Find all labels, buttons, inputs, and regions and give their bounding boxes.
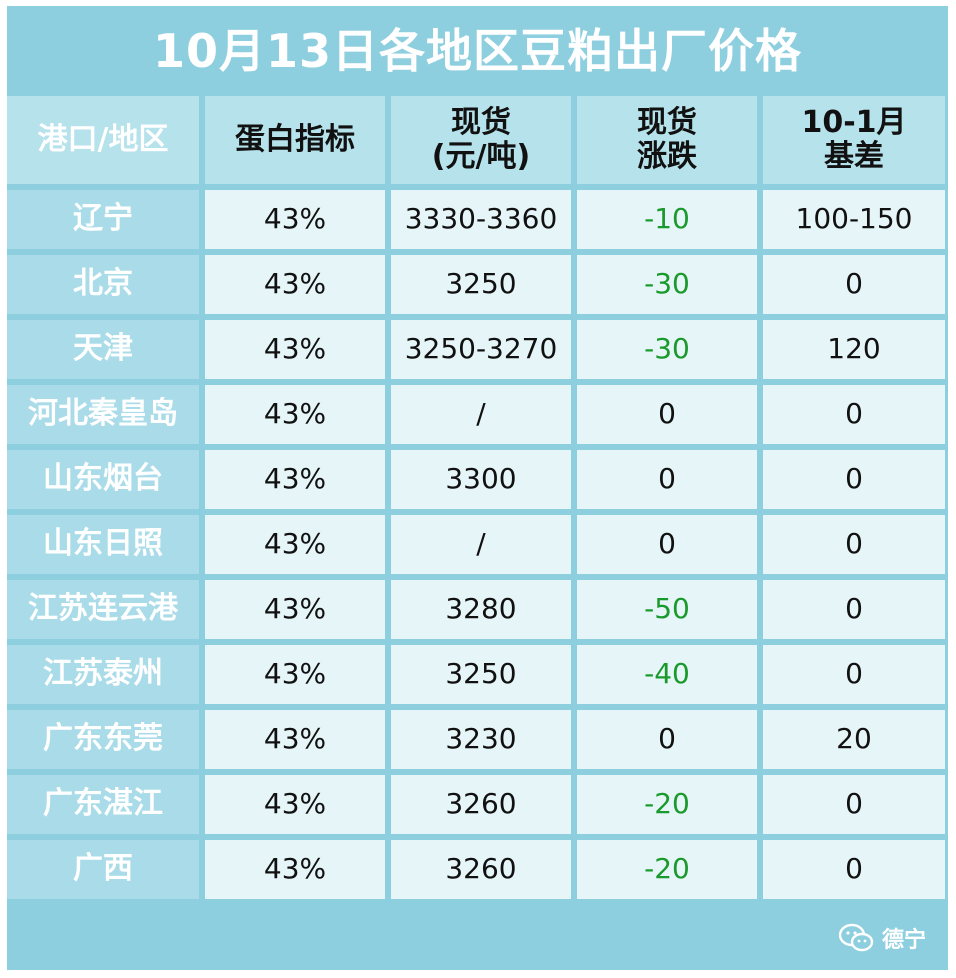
spot-change-cell: -40 (577, 645, 757, 704)
region-cell: 广东湛江 (7, 775, 199, 834)
header-spot: 现货 (元/吨) (391, 96, 571, 184)
basis-cell: 0 (763, 580, 945, 639)
spot-price-cell: 3260 (391, 840, 571, 899)
region-cell: 北京 (7, 255, 199, 314)
header-basis-line1: 10-1月 (801, 104, 907, 140)
spot-change-cell: 0 (577, 515, 757, 574)
protein-cell: 43% (205, 840, 385, 899)
table-footer: 德宁 (7, 902, 948, 970)
protein-cell: 43% (205, 775, 385, 834)
watermark: 德宁 (838, 922, 926, 954)
basis-cell: 0 (763, 840, 945, 899)
spot-price-cell: 3250 (391, 255, 571, 314)
spot-change-cell: -20 (577, 840, 757, 899)
spot-change-cell: -10 (577, 190, 757, 249)
spot-price-cell: 3280 (391, 580, 571, 639)
basis-cell: 0 (763, 515, 945, 574)
basis-cell: 20 (763, 710, 945, 769)
spot-change-cell: 0 (577, 710, 757, 769)
protein-cell: 43% (205, 710, 385, 769)
header-change: 现货 涨跌 (577, 96, 757, 184)
spot-price-cell: 3250 (391, 645, 571, 704)
wechat-icon (838, 923, 874, 952)
region-cell: 广东东莞 (7, 710, 199, 769)
protein-cell: 43% (205, 515, 385, 574)
protein-cell: 43% (205, 450, 385, 509)
spot-price-cell: / (391, 385, 571, 444)
spot-change-cell: -20 (577, 775, 757, 834)
region-cell: 广西 (7, 840, 199, 899)
header-basis: 10-1月 基差 (763, 96, 945, 184)
protein-cell: 43% (205, 255, 385, 314)
region-cell: 河北秦皇岛 (7, 385, 199, 444)
protein-cell: 43% (205, 580, 385, 639)
region-cell: 辽宁 (7, 190, 199, 249)
header-change-line1: 现货 (637, 104, 697, 140)
header-spot-line2: (元/吨) (431, 139, 531, 174)
protein-cell: 43% (205, 190, 385, 249)
spot-price-cell: / (391, 515, 571, 574)
header-region: 港口/地区 (7, 96, 199, 184)
spot-change-cell: -30 (577, 320, 757, 379)
protein-cell: 43% (205, 320, 385, 379)
spot-change-cell: 0 (577, 450, 757, 509)
spot-price-cell: 3230 (391, 710, 571, 769)
spot-price-cell: 3260 (391, 775, 571, 834)
spot-price-cell: 3300 (391, 450, 571, 509)
region-cell: 江苏连云港 (7, 580, 199, 639)
region-cell: 山东日照 (7, 515, 199, 574)
region-cell: 山东烟台 (7, 450, 199, 509)
price-table-frame: 10月13日各地区豆粕出厂价格 港口/地区 蛋白指标 现货 (元/吨) 现货 涨… (7, 6, 948, 970)
page-title: 10月13日各地区豆粕出厂价格 (152, 24, 803, 78)
region-cell: 江苏泰州 (7, 645, 199, 704)
spot-change-cell: -30 (577, 255, 757, 314)
region-cell: 天津 (7, 320, 199, 379)
spot-price-cell: 3330-3360 (391, 190, 571, 249)
basis-cell: 100-150 (763, 190, 945, 249)
watermark-text: 德宁 (881, 928, 926, 953)
price-table: 港口/地区 蛋白指标 现货 (元/吨) 现货 涨跌 10-1月 基差 辽宁 43%… (7, 96, 948, 899)
spot-change-cell: 0 (577, 385, 757, 444)
header-protein: 蛋白指标 (205, 96, 385, 184)
basis-cell: 120 (763, 320, 945, 379)
header-spot-line1: 现货 (451, 104, 511, 140)
protein-cell: 43% (205, 385, 385, 444)
basis-cell: 0 (763, 385, 945, 444)
basis-cell: 0 (763, 645, 945, 704)
spot-price-cell: 3250-3270 (391, 320, 571, 379)
header-basis-line2: 基差 (824, 139, 884, 174)
basis-cell: 0 (763, 775, 945, 834)
header-change-line2: 涨跌 (637, 139, 697, 174)
protein-cell: 43% (205, 645, 385, 704)
basis-cell: 0 (763, 255, 945, 314)
basis-cell: 0 (763, 450, 945, 509)
spot-change-cell: -50 (577, 580, 757, 639)
